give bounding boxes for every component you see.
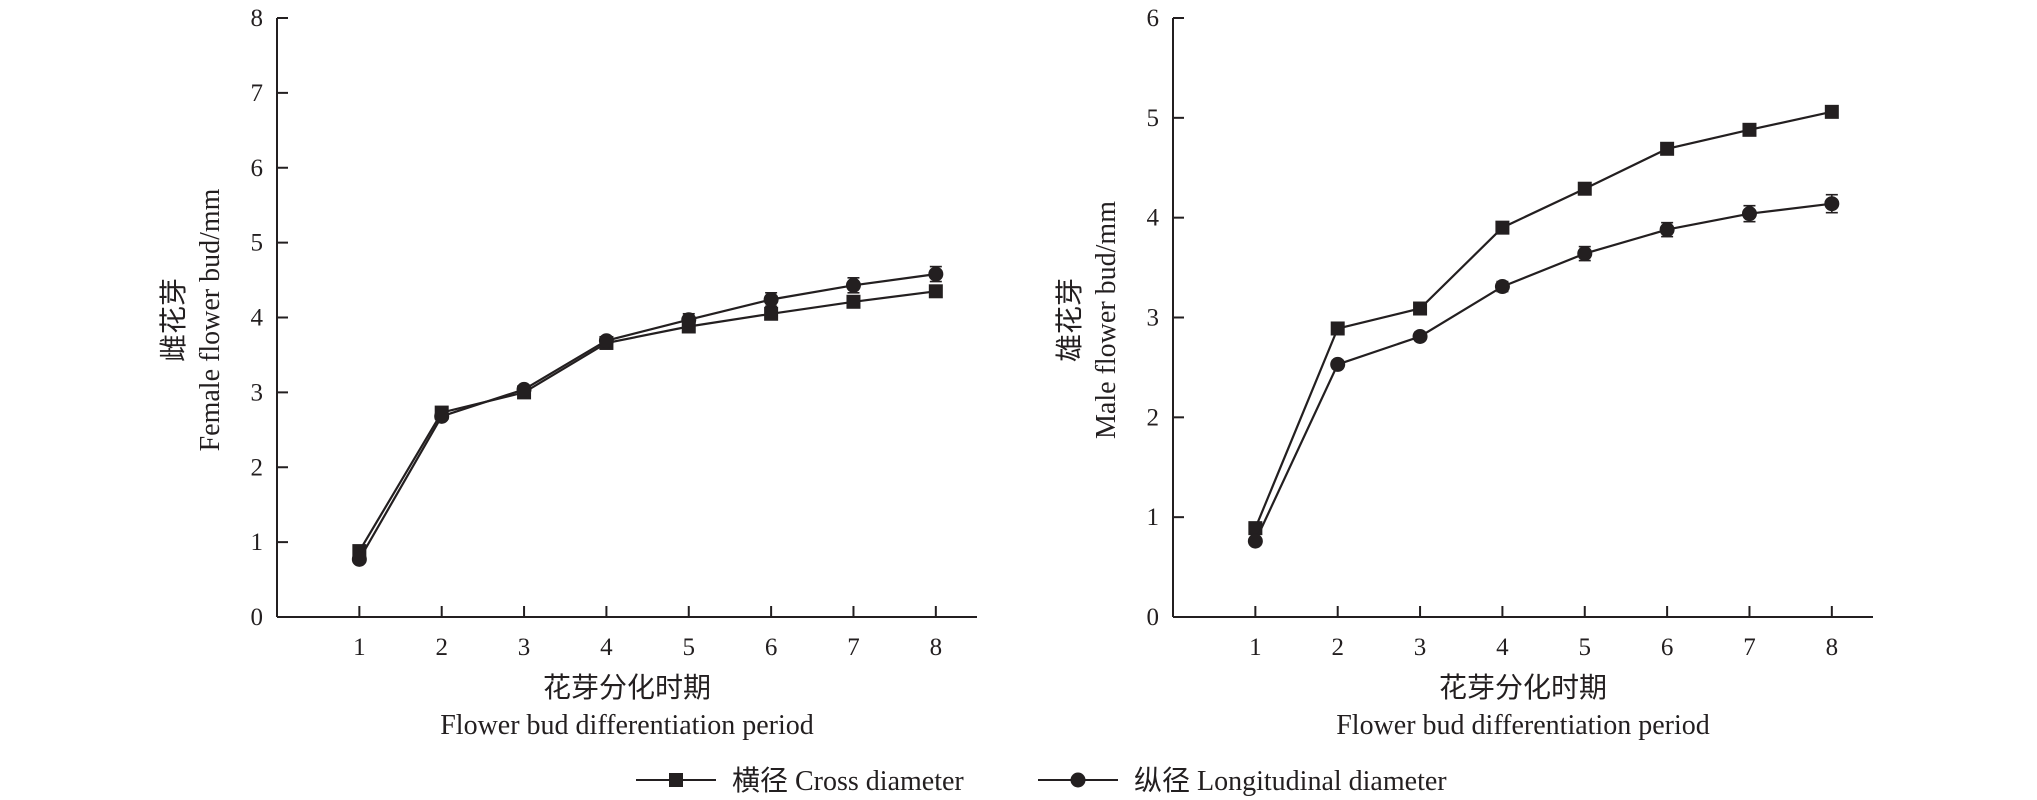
female-x-tick-label: 2 bbox=[435, 634, 448, 661]
male-x-tick-label: 4 bbox=[1496, 634, 1509, 661]
female-line-cross-diameter bbox=[358, 290, 936, 552]
female-x-axis-title-en: Flower bud differentiation period bbox=[440, 710, 814, 741]
female-x-tick-label: 6 bbox=[765, 634, 778, 661]
legend-item-cross-diameter: 横径 Cross diameter bbox=[636, 765, 964, 797]
legend-label-cross-diameter: 横径 Cross diameter bbox=[732, 765, 964, 797]
male-x-tick-label: 2 bbox=[1331, 634, 1344, 661]
female-line-longitudinal-diameter bbox=[358, 273, 936, 560]
male-x-axis-title-en: Flower bud differentiation period bbox=[1336, 710, 1710, 741]
female-x-tick-label: 5 bbox=[683, 634, 696, 661]
male-point-cross-diameter bbox=[1742, 122, 1757, 137]
male-point-cross-diameter bbox=[1330, 321, 1345, 336]
male-point-longitudinal-diameter bbox=[1577, 246, 1593, 262]
male-y-tick-label: 6 bbox=[1147, 5, 1160, 32]
male-y-axis-title-en: Male flower bud/mm bbox=[1091, 201, 1122, 439]
male-y-tick-label: 4 bbox=[1147, 205, 1160, 232]
female-plot-area: 0 1 2 3 4 5 6 7 8 1 2 3 4 5 6 7 8 bbox=[251, 5, 977, 661]
male-bud-chart: 0 1 2 3 4 5 6 1 2 3 4 5 6 7 8 雄花芽 Male flower bud/mm 花… bbox=[1054, 5, 1873, 741]
female-y-tick-label: 8 bbox=[251, 5, 264, 32]
legend: 横径 Cross diameter 纵径 Longitudinal diamet… bbox=[636, 765, 1447, 797]
square-marker-icon bbox=[669, 773, 683, 787]
male-point-longitudinal-diameter bbox=[1824, 196, 1840, 212]
female-point-longitudinal-diameter bbox=[681, 312, 697, 328]
female-y-tick-label: 3 bbox=[251, 379, 264, 406]
male-line-cross-diameter bbox=[1254, 110, 1833, 529]
male-y-tick-label: 5 bbox=[1147, 105, 1160, 132]
legend-item-longitudinal-diameter: 纵径 Longitudinal diameter bbox=[1038, 765, 1447, 797]
male-y-tick-label: 1 bbox=[1147, 504, 1160, 531]
circle-marker-icon bbox=[1070, 772, 1086, 788]
female-point-longitudinal-diameter bbox=[434, 408, 450, 424]
legend-label-longitudinal-diameter: 纵径 Longitudinal diameter bbox=[1134, 765, 1447, 797]
female-y-tick-label: 4 bbox=[251, 305, 264, 332]
female-x-tick-label: 1 bbox=[353, 634, 366, 661]
female-y-axis-title-cn: 雌花芽 bbox=[158, 278, 190, 362]
male-point-cross-diameter bbox=[1495, 220, 1510, 235]
male-x-tick-label: 5 bbox=[1579, 634, 1592, 661]
female-point-cross-diameter bbox=[846, 294, 861, 309]
male-point-cross-diameter bbox=[1413, 301, 1428, 316]
female-x-tick-label: 8 bbox=[930, 634, 943, 661]
female-y-tick-label: 7 bbox=[251, 80, 264, 107]
female-point-longitudinal-diameter bbox=[845, 277, 861, 293]
female-x-tick-label: 7 bbox=[847, 634, 860, 661]
female-y-tick-label: 5 bbox=[251, 230, 264, 257]
female-x-tick-label: 3 bbox=[518, 634, 531, 661]
male-point-longitudinal-diameter bbox=[1741, 206, 1757, 222]
female-y-tick-label: 6 bbox=[251, 155, 264, 182]
male-x-tick-label: 6 bbox=[1661, 634, 1674, 661]
female-bud-chart: 0 1 2 3 4 5 6 7 8 1 2 3 4 5 6 7 8 雌花芽 Female flower bud/… bbox=[158, 5, 977, 741]
male-y-axis-title-cn: 雄花芽 bbox=[1054, 278, 1086, 362]
female-y-tick-label: 0 bbox=[251, 604, 264, 631]
male-point-longitudinal-diameter bbox=[1247, 533, 1263, 549]
male-line-longitudinal-diameter bbox=[1254, 202, 1832, 542]
female-point-longitudinal-diameter bbox=[351, 551, 367, 567]
male-point-longitudinal-diameter bbox=[1330, 356, 1346, 372]
male-x-tick-label: 1 bbox=[1249, 634, 1262, 661]
female-y-tick-label: 1 bbox=[251, 529, 264, 556]
female-point-cross-diameter bbox=[928, 284, 943, 299]
male-x-tick-label: 8 bbox=[1826, 634, 1839, 661]
female-x-axis-title-cn: 花芽分化时期 bbox=[543, 672, 711, 704]
female-point-cross-diameter bbox=[764, 306, 779, 321]
male-plot-area: 0 1 2 3 4 5 6 1 2 3 4 5 6 7 8 bbox=[1147, 5, 1873, 661]
male-point-cross-diameter bbox=[1824, 104, 1839, 119]
male-point-longitudinal-diameter bbox=[1412, 328, 1428, 344]
female-point-longitudinal-diameter bbox=[763, 292, 779, 308]
male-point-longitudinal-diameter bbox=[1659, 222, 1675, 238]
male-x-tick-label: 7 bbox=[1743, 634, 1756, 661]
female-y-tick-label: 2 bbox=[251, 454, 264, 481]
male-y-tick-label: 2 bbox=[1147, 404, 1160, 431]
female-x-tick-label: 4 bbox=[600, 634, 613, 661]
female-point-longitudinal-diameter bbox=[928, 266, 944, 282]
female-point-longitudinal-diameter bbox=[598, 333, 614, 349]
male-y-tick-label: 3 bbox=[1147, 305, 1160, 332]
female-point-longitudinal-diameter bbox=[516, 381, 532, 397]
female-y-axis-title-en: Female flower bud/mm bbox=[195, 188, 226, 451]
male-point-longitudinal-diameter bbox=[1494, 279, 1510, 295]
male-x-tick-label: 3 bbox=[1414, 634, 1427, 661]
male-point-cross-diameter bbox=[1660, 141, 1675, 156]
male-point-cross-diameter bbox=[1577, 181, 1592, 196]
male-y-tick-label: 0 bbox=[1147, 604, 1160, 631]
male-x-axis-title-cn: 花芽分化时期 bbox=[1439, 672, 1607, 704]
